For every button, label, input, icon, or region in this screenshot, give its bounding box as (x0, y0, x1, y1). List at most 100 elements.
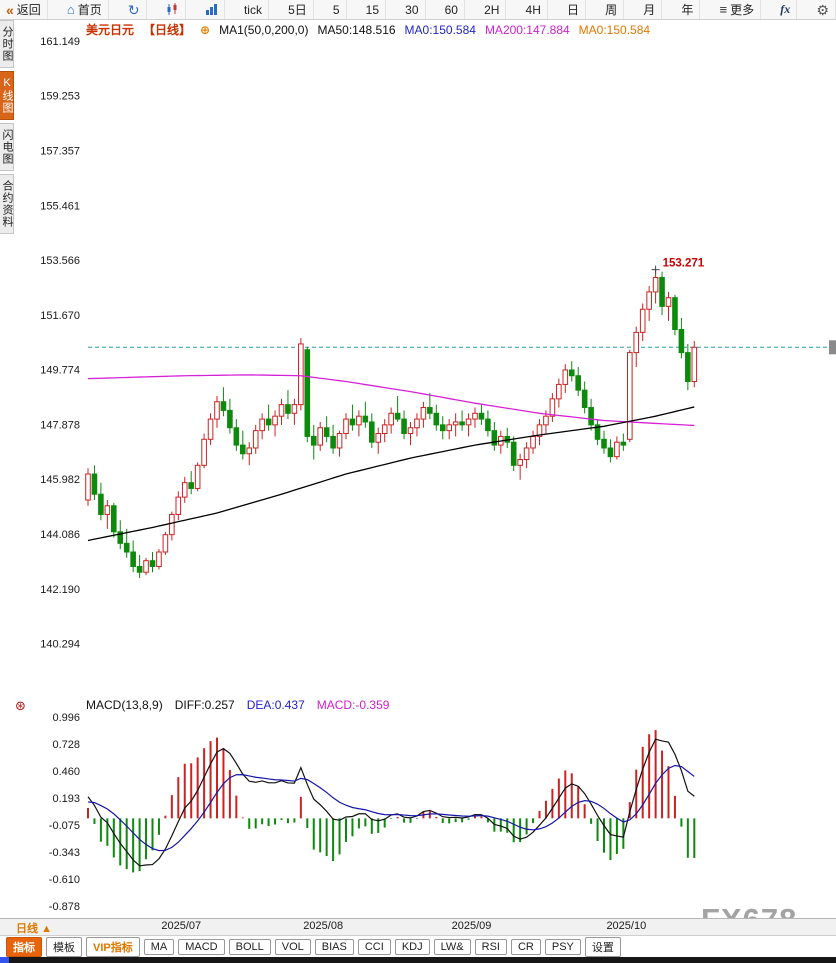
toolbar-year[interactable]: 年 (675, 0, 701, 19)
ma-settings-label: MA1(50,0,200,0) (219, 22, 309, 37)
toolbar-back[interactable]: «返回 (0, 0, 48, 19)
candle (465, 418, 472, 426)
candle (85, 473, 91, 501)
x-axis-month-label: 2025/08 (303, 920, 344, 932)
toolbar-tick[interactable]: tick (238, 0, 269, 19)
tab-LW&[interactable]: LW& (433, 938, 471, 955)
macd-bar (461, 818, 464, 823)
toolbar-kline[interactable] (160, 0, 186, 19)
tab-BOLL[interactable]: BOLL (228, 938, 271, 955)
toolbar-4h[interactable]: 4H (520, 0, 548, 19)
toolbar-label: 2H (484, 2, 500, 17)
candle (259, 418, 265, 432)
macd-bar (319, 818, 322, 853)
tab-KDJ[interactable]: KDJ (394, 938, 430, 955)
axis-label: 155.461 (40, 200, 80, 212)
macd-bar (364, 818, 367, 827)
candle (188, 482, 194, 489)
tab-PSY[interactable]: PSY (544, 938, 581, 955)
macd-bar (590, 818, 593, 824)
macd-bar (157, 818, 160, 835)
tab-模板[interactable]: 模板 (46, 936, 82, 957)
macd-bar (261, 818, 264, 825)
symbol-label: 美元日元 (86, 23, 135, 37)
candle (117, 531, 124, 544)
candle (246, 447, 253, 455)
chevron-up-icon: ▲ (41, 923, 52, 935)
macd-bar (274, 818, 277, 825)
indicator-settings-icon[interactable]: ⊛ (15, 698, 26, 713)
toolbar-day[interactable]: 日 (561, 0, 586, 19)
toolbar-refresh[interactable]: ↻ (122, 0, 147, 19)
macd-bar (428, 811, 431, 819)
sidebar-item[interactable]: 闪电图 (0, 123, 14, 171)
axis-label: 0.460 (52, 766, 80, 778)
macd-title: MACD(13,8,9) (86, 698, 163, 712)
tab-MA[interactable]: MA (143, 938, 175, 955)
add-indicator-icon[interactable]: ⊕ (200, 22, 211, 37)
x-axis-month-label: 2025/09 (451, 920, 492, 932)
candle (433, 412, 440, 426)
x-axis-month-label: 2025/07 (161, 920, 202, 932)
tab-CCI[interactable]: CCI (357, 938, 391, 955)
toolbar-settings[interactable]: ⚙ (810, 0, 836, 19)
toolbar-week[interactable]: 周 (599, 0, 625, 19)
macd-bar (635, 769, 638, 819)
sidebar-item[interactable]: 合约资料 (0, 174, 14, 234)
x-axis-period-label[interactable]: 日线 ▲ (16, 920, 52, 936)
tab-CR[interactable]: CR (510, 938, 541, 955)
macd-bar (312, 818, 315, 850)
sidebar-item[interactable]: 分时图 (0, 20, 14, 68)
candle (169, 513, 175, 536)
macd-bar (125, 818, 128, 870)
toolbar-60[interactable]: 60 (439, 0, 465, 19)
candle (607, 447, 614, 458)
tab-指标[interactable]: 指标 (6, 936, 42, 957)
macd-bar (196, 757, 199, 819)
home-icon: ⌂ (66, 1, 75, 17)
macd-header: MACD(13,8,9) DIFF:0.257 DEA:0.437 MACD:-… (86, 698, 389, 712)
candle (510, 441, 517, 466)
tab-MACD[interactable]: MACD (178, 938, 225, 955)
sidebar-item[interactable]: K线图 (0, 71, 14, 120)
scrollbar-thumb[interactable] (829, 340, 836, 355)
tab-BIAS[interactable]: BIAS (314, 938, 354, 955)
macd-bar (551, 788, 554, 819)
macd-dea-line (87, 764, 695, 852)
toolbar-5[interactable]: 5 (327, 0, 347, 19)
period-text: 日线 (16, 923, 38, 935)
macd-bar (351, 818, 354, 837)
candle (414, 418, 420, 429)
tab-VIP指标[interactable]: VIP指标 (86, 936, 140, 957)
toolbar-label: 60 (444, 2, 458, 17)
menu-icon: ≡ (719, 1, 728, 17)
toolbar-2h[interactable]: 2H (478, 0, 507, 19)
tab-设置[interactable]: 设置 (584, 936, 621, 957)
macd-bar (564, 770, 567, 819)
macd-bar (248, 818, 251, 829)
candle (156, 551, 162, 567)
candle (369, 421, 375, 443)
toolbar-volume[interactable] (199, 0, 225, 19)
toolbar-more[interactable]: ≡ 更多 (713, 0, 762, 19)
tab-RSI[interactable]: RSI (474, 938, 507, 955)
toolbar-home[interactable]: ⌂ 首页 (61, 0, 109, 19)
candle (633, 331, 640, 354)
candle (530, 435, 536, 449)
candle (175, 496, 182, 515)
macd-bar (228, 769, 231, 819)
toolbar-15[interactable]: 15 (360, 0, 387, 19)
axis-label: 0.728 (52, 739, 80, 751)
tab-VOL[interactable]: VOL (274, 938, 311, 955)
left-sidebar: 分时图 K线图闪电图合约资料 (0, 20, 15, 234)
axis-label: -0.343 (49, 847, 80, 859)
macd-bar (570, 773, 573, 819)
toolbar-month[interactable]: 月 (637, 0, 663, 19)
toolbar-5d[interactable]: 5日 (282, 0, 314, 19)
toolbar-30[interactable]: 30 (399, 0, 426, 19)
x-axis-row: 日线 ▲ 2025/07 2025/08 2025/09 2025/10 (0, 918, 836, 936)
toolbar-fx[interactable]: fx (774, 0, 798, 19)
candle (549, 398, 556, 417)
macd-bar (87, 807, 89, 819)
